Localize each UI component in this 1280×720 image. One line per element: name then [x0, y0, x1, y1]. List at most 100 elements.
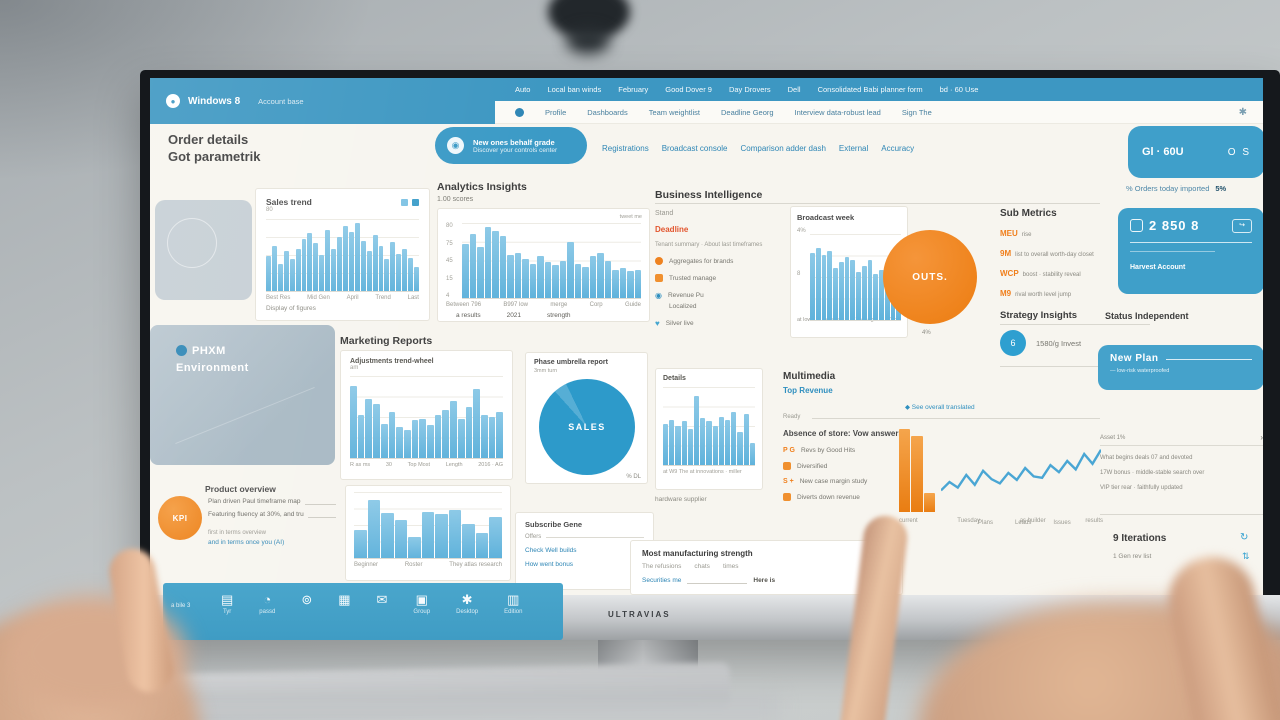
marketing-heading: Marketing Reports: [340, 335, 433, 347]
menu-item[interactable]: Local ban winds: [547, 85, 602, 94]
divider: [1000, 324, 1150, 325]
monitor: ● Windows 8 Account base Auto Local ban …: [140, 70, 1280, 640]
bar: [380, 423, 388, 458]
top-revenue-label[interactable]: Top Revenue: [783, 386, 833, 395]
dock-item[interactable]: ✉: [377, 593, 388, 609]
bar: [850, 259, 855, 320]
translated-link[interactable]: ◆ See overall translated: [905, 404, 975, 411]
gear-icon[interactable]: ✱: [1238, 106, 1247, 118]
kpi-link[interactable]: and in terms once you (AI): [208, 539, 285, 546]
header-link[interactable]: Broadcast console: [661, 144, 728, 153]
nav-tab[interactable]: Sign The: [901, 107, 932, 117]
strategy-heading: Strategy Insights: [1000, 310, 1078, 321]
multimedia-subtitle: Absence of store: Vow answers: [783, 429, 903, 438]
menu-item[interactable]: bd · 60 Use: [939, 85, 979, 94]
adjustments-chart: [350, 376, 504, 459]
bar: [402, 249, 408, 291]
strategy-row[interactable]: 6 1580/g Invest: [1000, 330, 1081, 356]
bar: [838, 261, 844, 320]
list-item[interactable]: Trusted manage: [655, 274, 787, 282]
list-item[interactable]: ♥ Silver live: [655, 319, 694, 328]
here-label[interactable]: Here is: [753, 577, 776, 584]
dock-item[interactable]: ◔ passd: [259, 592, 276, 615]
legend-swatch-dark: [412, 198, 419, 206]
account-value: 2 850 8: [1149, 218, 1200, 233]
sales-trend-card: Sales trend 80 Best Res Mid Gen April Trend…: [255, 188, 430, 321]
tab[interactable]: chats: [694, 563, 710, 570]
bar: [421, 511, 435, 558]
account-card[interactable]: 2 850 8 ↪ Harvest Account: [1118, 208, 1263, 294]
securities-link[interactable]: Securities me: [642, 577, 682, 584]
bar: [289, 258, 295, 291]
nav-tab[interactable]: Profile: [545, 107, 567, 117]
dock-item[interactable]: ▥ Edition: [504, 592, 523, 615]
header-link[interactable]: Comparison adder dash: [740, 144, 826, 153]
donut-caption: 4%: [922, 330, 931, 336]
dock-item[interactable]: ▤ Tyr: [221, 592, 234, 615]
clock-icon: ◔: [263, 592, 272, 607]
header-link[interactable]: Accuracy: [881, 144, 915, 153]
new-plan-button[interactable]: New Plan — low-risk waterproofed: [1098, 345, 1263, 390]
dock-item[interactable]: ▦: [338, 593, 350, 609]
menu-item[interactable]: Good Dover 9: [665, 85, 712, 94]
menu-item[interactable]: Day Drovers: [728, 85, 771, 94]
primary-cta-button[interactable]: ◉ New ones behalf grade Discover your co…: [435, 127, 587, 164]
nav-tab[interactable]: Dashboards: [587, 107, 628, 117]
dock-item[interactable]: ▣ Group: [413, 592, 431, 615]
legend-item[interactable]: P G Revs by Good Hits: [783, 447, 856, 454]
menu-item[interactable]: February: [618, 85, 649, 94]
nav-tab[interactable]: Deadline Georg: [721, 107, 774, 117]
revenue-candle-chart: current Tuesday as builder results: [895, 424, 1103, 524]
bar: [367, 499, 381, 558]
refresh-icon[interactable]: ↻: [1240, 532, 1249, 543]
tab[interactable]: The refusions: [642, 563, 682, 570]
bi-alert-label[interactable]: Deadline: [655, 225, 689, 234]
tab[interactable]: times: [722, 563, 739, 570]
x-axis-label: at W9 The at innovations · miller: [663, 469, 742, 475]
bar: [844, 257, 850, 320]
menu-item[interactable]: Consolidated Babi planner form: [817, 85, 923, 94]
nav-tab[interactable]: Interview data-robust lead: [794, 107, 881, 117]
legend-item[interactable]: Diversified: [783, 462, 891, 470]
bar: [827, 251, 832, 320]
header-link[interactable]: External: [838, 144, 869, 153]
menu-item[interactable]: Auto: [515, 85, 531, 94]
sort-icon[interactable]: ⇅: [1242, 551, 1250, 561]
list-item[interactable]: ◉ Revenue Pu: [655, 291, 704, 300]
note-row: 17W bonus · middle-stable search over: [1100, 470, 1205, 476]
header-link[interactable]: Registrations: [602, 144, 649, 153]
heart-icon: ♥: [655, 319, 660, 328]
bar: [427, 425, 434, 458]
rail-summary-card[interactable]: Gl · 60U O S: [1128, 126, 1263, 178]
dock-item[interactable]: ⊚: [301, 593, 312, 609]
bar: [489, 517, 503, 558]
legend-item[interactable]: Diverts down revenue: [783, 493, 891, 501]
menu-item[interactable]: Dell: [787, 85, 801, 94]
subscribe-link[interactable]: How went bonus: [525, 561, 574, 568]
legend-item[interactable]: S + New case margin study: [783, 478, 868, 485]
ready-label: Ready: [783, 414, 801, 420]
bar: [706, 421, 712, 465]
bar: [559, 260, 566, 298]
bar: [567, 241, 574, 298]
chart-corner-label: tweet me: [619, 214, 642, 220]
subscribe-link[interactable]: Check Well builds: [525, 547, 577, 554]
secondary-nav-bar: Profile Dashboards Team weightlist Deadl…: [495, 101, 1263, 124]
details-chart-card: Details at W9 The at innovations · mille…: [655, 368, 763, 490]
bar: [373, 403, 380, 458]
bar: [627, 271, 634, 298]
note-row[interactable]: Asset 1% ›: [1100, 433, 1263, 446]
app-logo-subtext: Account base: [258, 96, 304, 106]
dock-item[interactable]: ✱ Desktop: [456, 592, 479, 615]
list-item[interactable]: Aggregates for brands: [655, 257, 787, 265]
environment-card[interactable]: PHXM Environment: [150, 325, 335, 465]
bar: [372, 234, 378, 291]
nav-tab[interactable]: Team weightlist: [648, 107, 700, 117]
bar: [694, 396, 700, 465]
bi-muted-label: Stand: [655, 210, 674, 217]
y-axis: 80 75 45 15 4: [446, 223, 453, 299]
bar: [354, 530, 367, 558]
bar: [499, 235, 506, 298]
account-action-icon[interactable]: ↪: [1232, 218, 1252, 233]
bar: [700, 418, 706, 465]
